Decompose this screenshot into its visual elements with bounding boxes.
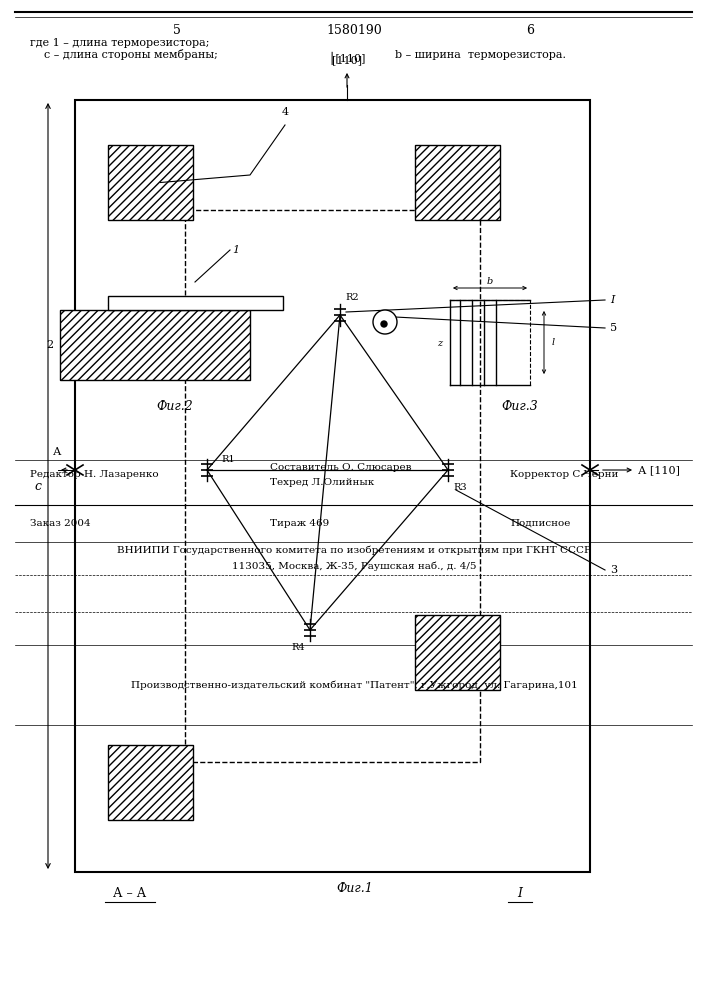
Text: 5: 5 <box>610 323 617 333</box>
Text: 6: 6 <box>526 23 534 36</box>
Text: R1: R1 <box>221 456 235 464</box>
Text: 3: 3 <box>610 565 617 575</box>
Text: Фиг.2: Фиг.2 <box>157 400 194 413</box>
Text: 2: 2 <box>47 340 54 350</box>
Text: А – А: А – А <box>113 887 146 900</box>
Bar <box>108 145 193 220</box>
Text: Фиг.3: Фиг.3 <box>502 400 538 413</box>
Text: b – ширина  терморезистора.: b – ширина терморезистора. <box>395 50 566 60</box>
Circle shape <box>381 321 387 327</box>
Text: ВНИИПИ Государственного комитета по изобретениям и открытиям при ГКНТ СССР: ВНИИПИ Государственного комитета по изоб… <box>117 546 591 555</box>
Text: 113035, Москва, Ж-35, Раушская наб., д. 4/5: 113035, Москва, Ж-35, Раушская наб., д. … <box>232 562 477 571</box>
Text: b: b <box>487 276 493 286</box>
Text: I: I <box>610 295 614 305</box>
Text: где 1 – длина терморезистора;: где 1 – длина терморезистора; <box>30 38 209 48</box>
Text: Фиг.1: Фиг.1 <box>337 882 373 895</box>
Bar <box>108 296 283 310</box>
Text: I: I <box>518 887 522 900</box>
Text: 5: 5 <box>173 23 181 36</box>
Text: А [110]: А [110] <box>638 465 680 475</box>
Text: 1: 1 <box>232 245 239 255</box>
Text: А: А <box>53 447 62 457</box>
Bar <box>415 145 500 220</box>
Bar <box>60 310 250 380</box>
Bar <box>415 615 500 690</box>
Text: l: l <box>552 338 555 347</box>
Text: 4: 4 <box>281 107 288 117</box>
Bar <box>108 745 193 820</box>
Circle shape <box>373 310 397 334</box>
Bar <box>108 145 193 220</box>
Text: R4: R4 <box>291 644 305 652</box>
Text: z: z <box>438 338 443 348</box>
Text: Составитель О. Слюсарев: Составитель О. Слюсарев <box>270 463 411 472</box>
Bar <box>415 615 500 690</box>
Bar <box>60 310 250 380</box>
Text: Производственно-издательский комбинат "Патент", г.Ужгород, ул. Гагарина,101: Производственно-издательский комбинат "П… <box>131 680 578 690</box>
Text: Корректор С.Черни: Корректор С.Черни <box>510 470 619 479</box>
Bar <box>108 745 193 820</box>
Text: H: H <box>107 298 115 308</box>
Bar <box>75 100 590 872</box>
Text: [110]: [110] <box>332 55 362 65</box>
Text: R3: R3 <box>453 484 467 492</box>
Text: Редактор Н. Лазаренко: Редактор Н. Лазаренко <box>30 470 158 479</box>
Text: Подписное: Подписное <box>510 519 571 528</box>
Text: c: c <box>35 480 42 492</box>
Bar <box>185 210 480 762</box>
Text: ⎪[110]: ⎪[110] <box>328 52 366 65</box>
Text: 1580190: 1580190 <box>326 23 382 36</box>
Text: Техред Л.Олийнык: Техред Л.Олийнык <box>270 478 374 487</box>
Text: Заказ 2004: Заказ 2004 <box>30 519 90 528</box>
Text: Тираж 469: Тираж 469 <box>270 519 329 528</box>
Text: с – длина стороны мембраны;: с – длина стороны мембраны; <box>30 49 218 60</box>
Text: R2: R2 <box>345 292 358 302</box>
Bar <box>415 145 500 220</box>
